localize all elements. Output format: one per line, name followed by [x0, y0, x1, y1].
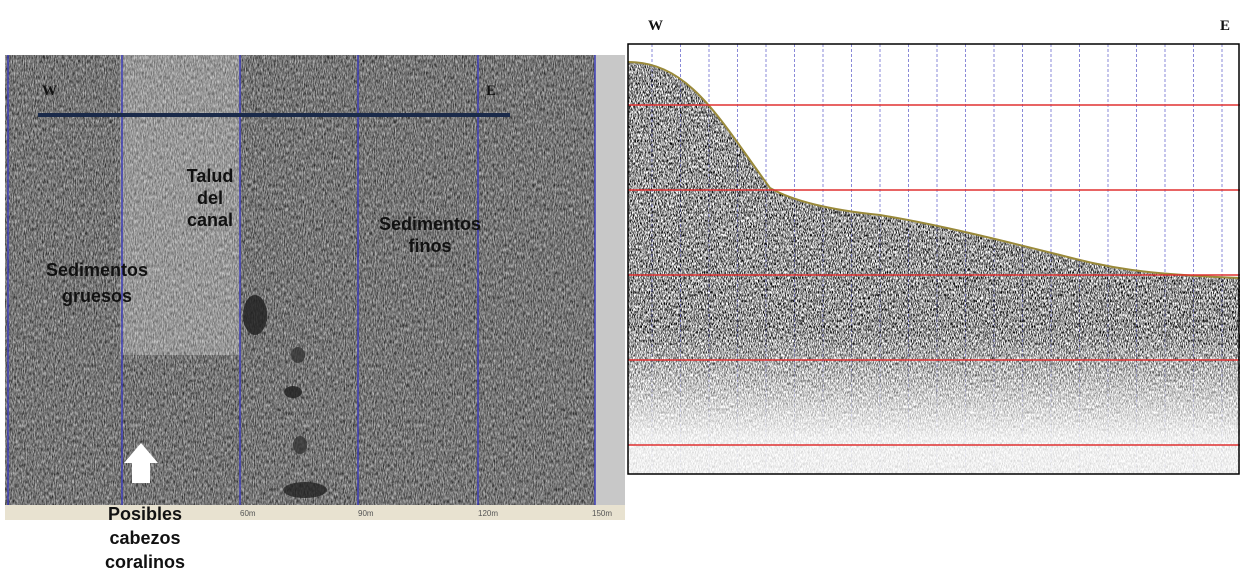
- label: gruesos: [62, 286, 132, 306]
- label: Posibles: [108, 504, 182, 524]
- label: canal: [187, 210, 233, 230]
- label: Sedimentos: [379, 214, 481, 234]
- label: coralinos: [105, 552, 185, 572]
- east-label: E: [486, 83, 496, 99]
- label: finos: [409, 236, 452, 256]
- west-label: W: [648, 18, 663, 34]
- label: Sedimentos: [46, 260, 148, 280]
- seismic-image: [627, 43, 1240, 475]
- label: Talud: [187, 166, 234, 186]
- label: cabezos: [109, 528, 180, 548]
- sonar-image: [5, 55, 625, 520]
- label: del: [197, 188, 223, 208]
- east-label: E: [1220, 18, 1230, 34]
- scale-label: 60m: [240, 509, 256, 518]
- scale-label: 90m: [358, 509, 374, 518]
- scale-label: 120m: [478, 509, 498, 518]
- west-label: W: [42, 83, 57, 99]
- arrow: [124, 443, 158, 483]
- scale-label: 150m: [592, 509, 612, 518]
